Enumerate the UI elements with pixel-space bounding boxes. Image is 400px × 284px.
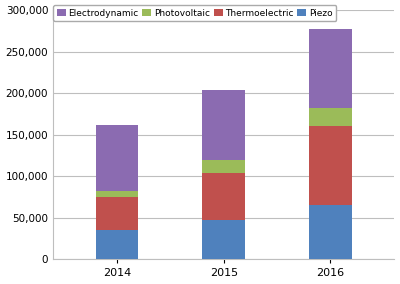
Bar (96, 125, 138, 191)
Bar (96, 230, 138, 259)
Bar (202, 220, 245, 259)
Bar (202, 173, 245, 220)
Bar (202, 160, 245, 173)
Bar (202, 90, 245, 160)
Bar (96, 191, 138, 197)
Bar (309, 126, 352, 205)
Legend: Electrodynamic, Photovoltaic, Thermoelectric, Piezo: Electrodynamic, Photovoltaic, Thermoelec… (53, 5, 336, 21)
Bar (96, 197, 138, 230)
Bar (309, 205, 352, 259)
Bar (309, 108, 352, 126)
Bar (309, 29, 352, 108)
